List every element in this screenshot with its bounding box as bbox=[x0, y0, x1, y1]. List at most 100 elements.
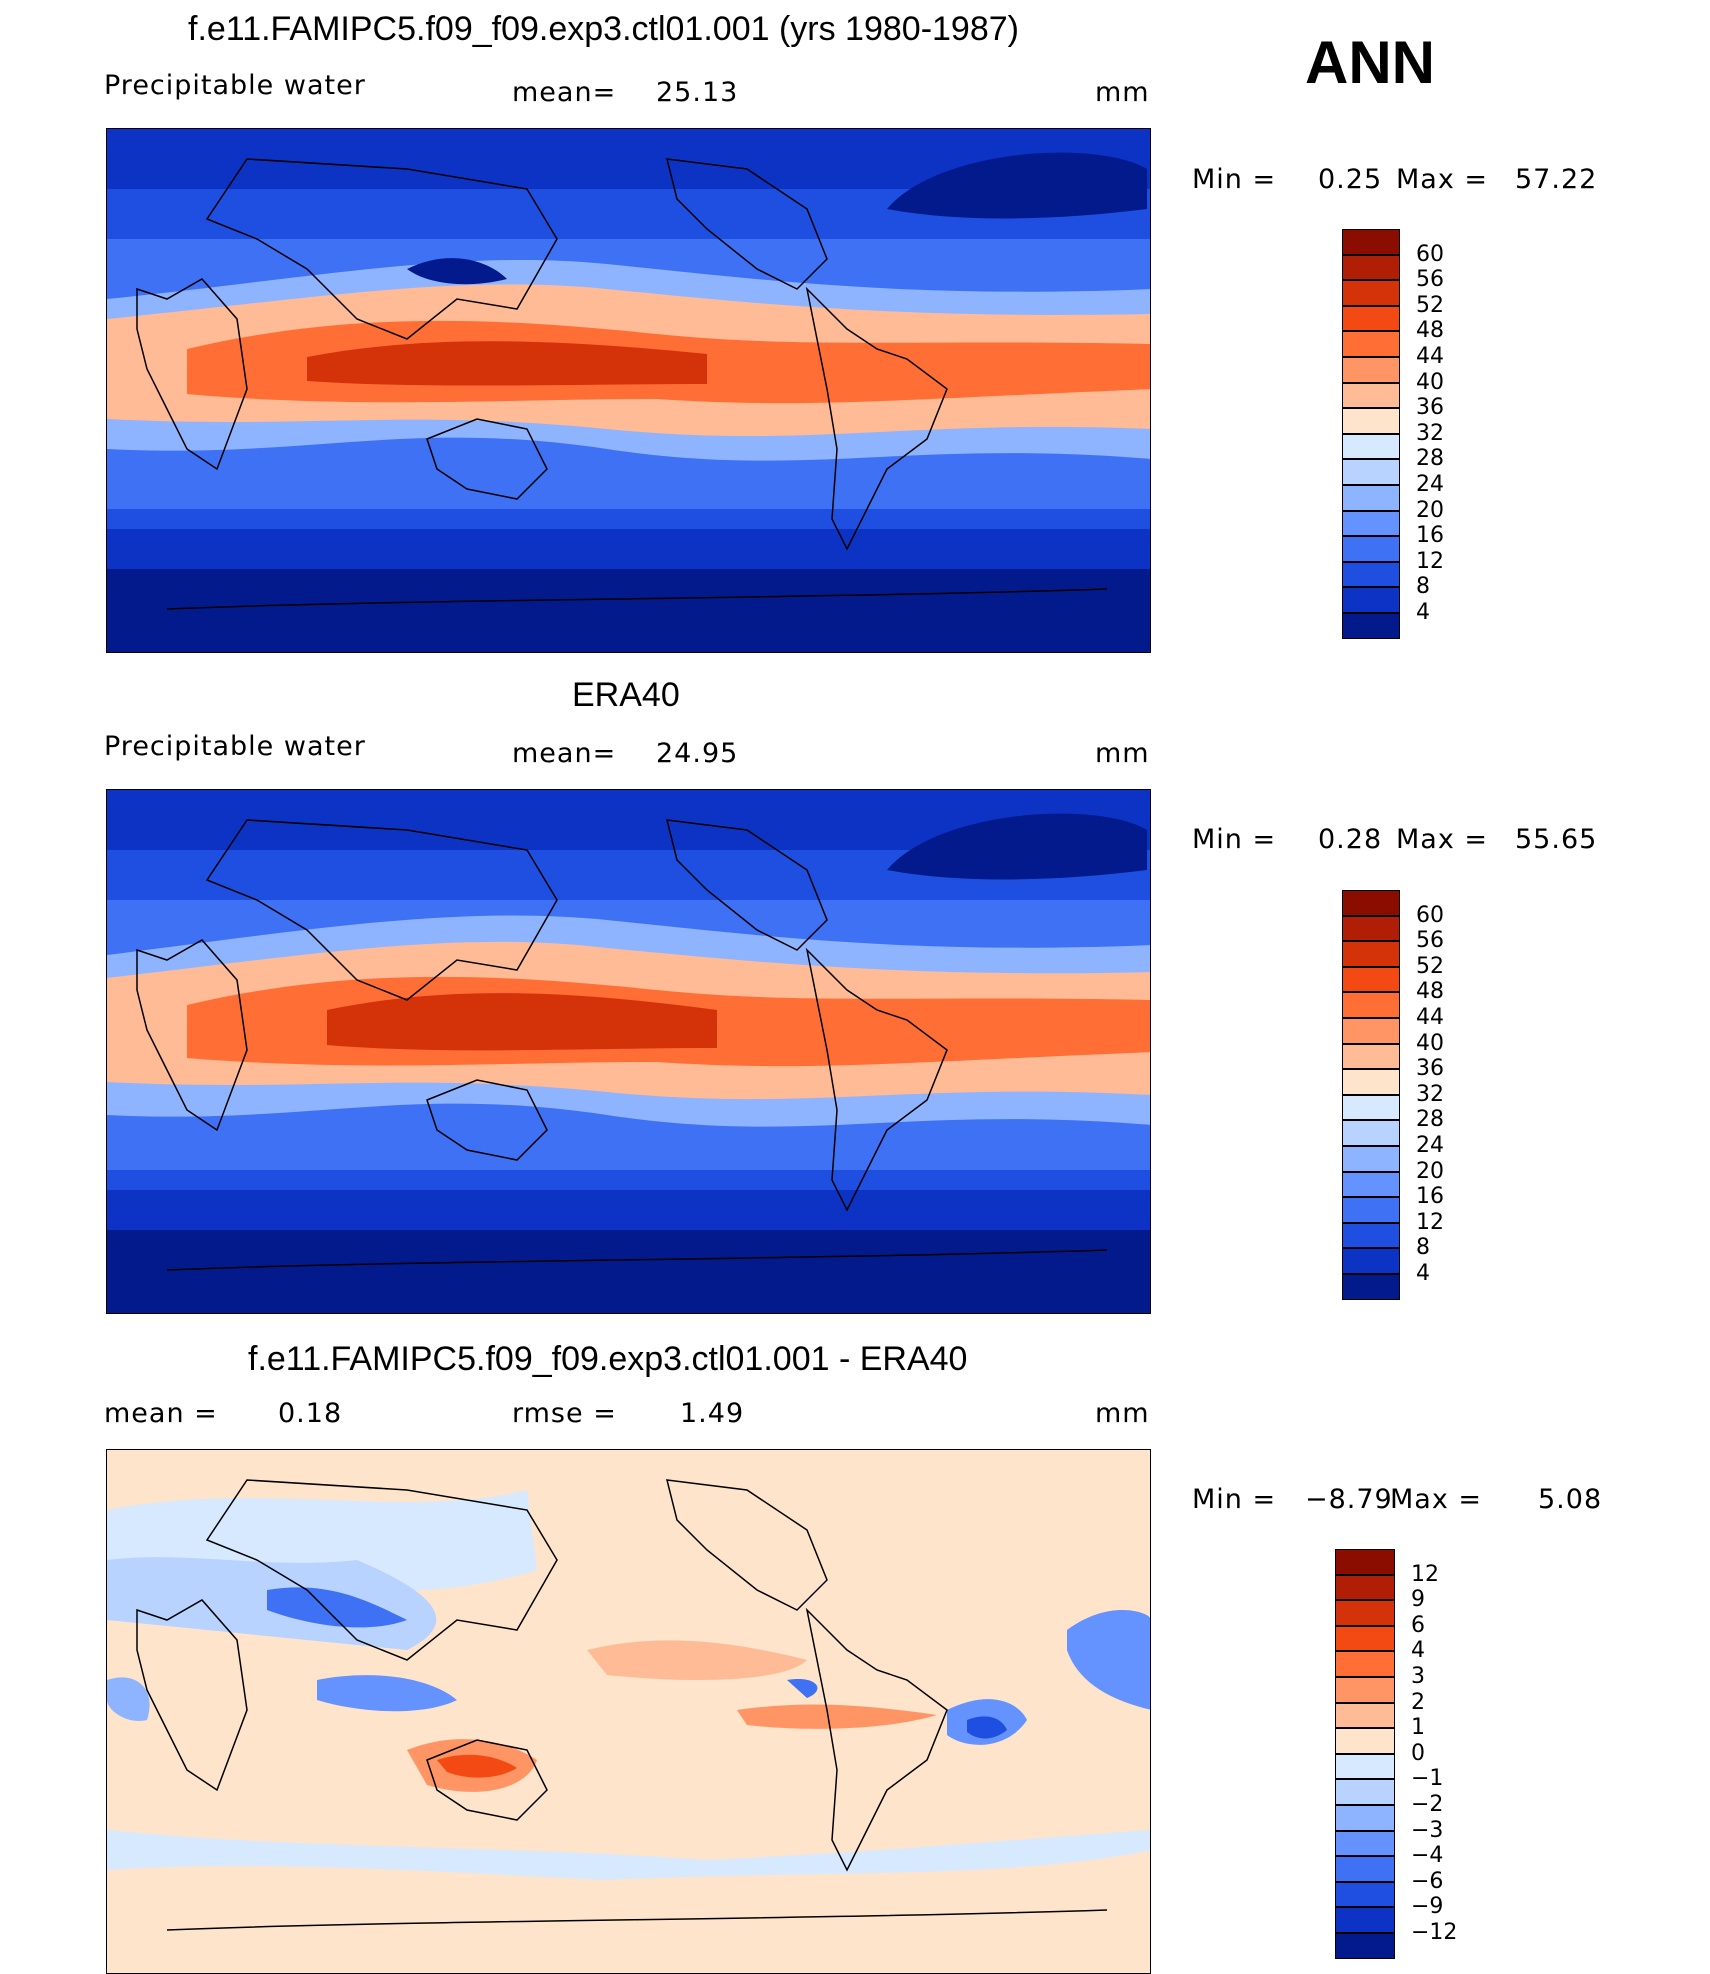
colorbar-swatch bbox=[1342, 992, 1400, 1018]
panel-2-variable: Precipitable water bbox=[104, 731, 366, 762]
colorbar-swatch bbox=[1342, 408, 1400, 434]
panel-3-units: mm bbox=[1095, 1398, 1150, 1429]
colorbar-tick-label: 3 bbox=[1411, 1664, 1425, 1689]
panel-1-min-label: Min = bbox=[1192, 164, 1277, 195]
colorbar-swatch bbox=[1342, 1248, 1400, 1274]
colorbar-tick-label: 52 bbox=[1416, 292, 1444, 318]
panel-1-max-value: 57.22 bbox=[1515, 164, 1598, 195]
colorbar-tick-label: −6 bbox=[1411, 1868, 1444, 1894]
colorbar-swatch bbox=[1342, 357, 1400, 383]
panel-3-title: f.e11.FAMIPC5.f09_f09.exp3.ctl01.001 - E… bbox=[248, 1340, 968, 1378]
colorbar-swatch bbox=[1342, 536, 1400, 562]
colorbar-tick-label: 24 bbox=[1416, 472, 1444, 497]
colorbar-tick-label: 16 bbox=[1416, 523, 1444, 549]
colorbar-tick-label: 4 bbox=[1416, 600, 1430, 625]
colorbar-swatch bbox=[1335, 1677, 1395, 1703]
colorbar-swatch bbox=[1335, 1881, 1395, 1908]
colorbar-tick-label: 32 bbox=[1416, 1081, 1444, 1107]
panel-1-variable: Precipitable water bbox=[104, 70, 366, 101]
colorbar-tick-label: 48 bbox=[1416, 979, 1444, 1005]
panel-2-min-label: Min = bbox=[1192, 824, 1277, 855]
colorbar-tick-label: 28 bbox=[1416, 1107, 1444, 1133]
colorbar-tick-label: 12 bbox=[1411, 1561, 1439, 1587]
colorbar-tick-label: 48 bbox=[1416, 318, 1444, 344]
panel-2-units: mm bbox=[1095, 738, 1150, 769]
colorbar-swatch bbox=[1342, 510, 1400, 537]
colorbar-swatch bbox=[1335, 1753, 1395, 1780]
colorbar-tick-label: −4 bbox=[1411, 1843, 1444, 1869]
panel-3-min-label: Min = bbox=[1192, 1484, 1277, 1515]
panel-1-units: mm bbox=[1095, 77, 1150, 108]
colorbar-tick-label: 40 bbox=[1416, 369, 1444, 395]
panel-2-stat1-value: 24.95 bbox=[656, 738, 739, 769]
colorbar-swatch bbox=[1342, 966, 1400, 993]
colorbar-swatch bbox=[1342, 459, 1400, 485]
colorbar-swatch bbox=[1335, 1779, 1395, 1805]
colorbar-swatch bbox=[1342, 1197, 1400, 1223]
colorbar-swatch bbox=[1342, 1222, 1400, 1249]
panel-2-map bbox=[106, 789, 1151, 1314]
colorbar-tick-label: 9 bbox=[1411, 1587, 1425, 1613]
colorbar-tick-label: 8 bbox=[1416, 574, 1430, 600]
panel-1-title: f.e11.FAMIPC5.f09_f09.exp3.ctl01.001 (yr… bbox=[188, 10, 1019, 48]
panel-3-stat1-value: 0.18 bbox=[278, 1398, 343, 1429]
colorbar-swatch bbox=[1342, 915, 1400, 942]
colorbar-swatch bbox=[1335, 1549, 1395, 1575]
panel-3-max-value: 5.08 bbox=[1538, 1484, 1603, 1515]
colorbar-swatch bbox=[1335, 1702, 1395, 1729]
panel-1-max-label: Max = bbox=[1396, 164, 1489, 195]
colorbar-swatch bbox=[1342, 1069, 1400, 1095]
colorbar-tick-label: 12 bbox=[1416, 548, 1444, 574]
panel-1-stat1-value: 25.13 bbox=[656, 77, 739, 108]
colorbar-swatch bbox=[1335, 1856, 1395, 1882]
colorbar-tick-label: 40 bbox=[1416, 1030, 1444, 1056]
colorbar-tick-label: −1 bbox=[1411, 1766, 1444, 1792]
colorbar-swatch bbox=[1342, 382, 1400, 409]
colorbar-swatch bbox=[1342, 561, 1400, 588]
panel-2-max-value: 55.65 bbox=[1515, 824, 1598, 855]
colorbar-swatch bbox=[1342, 280, 1400, 306]
colorbar-swatch bbox=[1335, 1574, 1395, 1601]
colorbar-tick-label: 32 bbox=[1416, 420, 1444, 446]
colorbar-swatch bbox=[1335, 1830, 1395, 1857]
panel-3-map bbox=[106, 1449, 1151, 1974]
colorbar-tick-label: 4 bbox=[1416, 1261, 1430, 1286]
colorbar-tick-label: 0 bbox=[1411, 1740, 1425, 1766]
colorbar-swatch bbox=[1335, 1805, 1395, 1831]
colorbar-tick-label: 36 bbox=[1416, 395, 1444, 421]
panel-2-max-label: Max = bbox=[1396, 824, 1489, 855]
panel-1-min-value: 0.25 bbox=[1318, 164, 1383, 195]
colorbar-tick-label: 56 bbox=[1416, 928, 1444, 954]
panel-1-stat1-label: mean= bbox=[512, 77, 617, 108]
colorbar-tick-label: 44 bbox=[1416, 1005, 1444, 1030]
colorbar-swatch bbox=[1342, 1094, 1400, 1121]
colorbar-swatch bbox=[1342, 1018, 1400, 1044]
colorbar-swatch bbox=[1335, 1651, 1395, 1677]
colorbar-tick-label: 24 bbox=[1416, 1133, 1444, 1158]
colorbar-swatch bbox=[1342, 941, 1400, 967]
colorbar-swatch bbox=[1342, 254, 1400, 281]
panel-3-min-value: −8.79 bbox=[1305, 1484, 1393, 1515]
panel-2-min-value: 0.28 bbox=[1318, 824, 1383, 855]
colorbar-swatch bbox=[1342, 305, 1400, 332]
colorbar-tick-label: 52 bbox=[1416, 953, 1444, 979]
colorbar-tick-label: 6 bbox=[1411, 1612, 1425, 1638]
colorbar-swatch bbox=[1342, 613, 1400, 639]
colorbar-swatch bbox=[1342, 890, 1400, 916]
colorbar-swatch bbox=[1342, 1043, 1400, 1070]
colorbar-tick-label: 8 bbox=[1416, 1235, 1430, 1261]
colorbar-tick-label: 4 bbox=[1411, 1638, 1425, 1664]
colorbar-swatch bbox=[1342, 1146, 1400, 1172]
colorbar-tick-label: 36 bbox=[1416, 1056, 1444, 1082]
colorbar-tick-label: 60 bbox=[1416, 902, 1444, 928]
colorbar-tick-label: −12 bbox=[1411, 1920, 1458, 1945]
colorbar-tick-label: −3 bbox=[1411, 1817, 1444, 1843]
panel-3-max-label: Max = bbox=[1390, 1484, 1483, 1515]
colorbar-swatch bbox=[1342, 485, 1400, 511]
colorbar-swatch bbox=[1335, 1625, 1395, 1652]
colorbar-tick-label: 16 bbox=[1416, 1184, 1444, 1210]
panel-3-stat2-value: 1.49 bbox=[680, 1398, 745, 1429]
colorbar-tick-label: 12 bbox=[1416, 1209, 1444, 1235]
colorbar-tick-label: 60 bbox=[1416, 241, 1444, 267]
colorbar-tick-label: 1 bbox=[1411, 1715, 1425, 1741]
